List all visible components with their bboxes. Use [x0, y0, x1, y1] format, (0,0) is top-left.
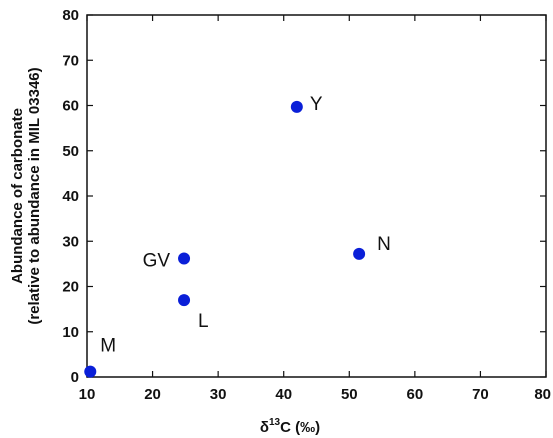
- y-tick-label: 30: [62, 233, 79, 250]
- x-axis-title: δ13C (‰): [260, 417, 320, 436]
- x-axis-title-sup: 13: [269, 417, 281, 428]
- x-tick-label: 50: [341, 386, 358, 403]
- data-point-n: [353, 247, 366, 260]
- x-axis-ticks: 10 20 30 40 50 60 70 80: [79, 15, 551, 403]
- data-point-y: [290, 100, 303, 113]
- x-tick-label: 30: [210, 386, 227, 403]
- x-tick-label: 80: [534, 386, 551, 403]
- y-tick-label: 80: [62, 7, 79, 24]
- x-axis-title-suffix: C (‰): [280, 419, 320, 436]
- x-tick-label: 60: [407, 386, 424, 403]
- y-tick-label: 10: [62, 324, 79, 341]
- x-axis-title-prefix: δ: [260, 419, 269, 436]
- data-points: M GV L Y N: [84, 94, 391, 378]
- y-tick-label: 50: [62, 143, 79, 160]
- data-point-l: [178, 294, 191, 307]
- y-axis-title-line1: Abundance of carbonate: [9, 108, 26, 284]
- point-label-m: M: [100, 336, 116, 357]
- point-label-n: N: [377, 234, 391, 255]
- y-tick-label: 60: [62, 98, 79, 115]
- x-tick-label: 10: [79, 386, 96, 403]
- x-tick-label: 20: [144, 386, 161, 403]
- point-label-y: Y: [310, 94, 323, 115]
- y-axis-title-line2: (relative to abundance in MIL 03346): [26, 67, 43, 324]
- y-tick-label: 0: [71, 369, 79, 386]
- plot-frame: [86, 14, 547, 378]
- x-tick-label: 40: [275, 386, 292, 403]
- y-tick-label: 20: [62, 279, 79, 296]
- point-label-gv: GV: [143, 250, 171, 271]
- y-tick-label: 40: [62, 188, 79, 205]
- point-label-l: L: [198, 311, 209, 332]
- y-axis-ticks: 0 10 20 30 40 50 60 70 80: [62, 7, 546, 386]
- x-tick-label: 70: [472, 386, 489, 403]
- y-tick-label: 70: [62, 52, 79, 69]
- data-point-gv: [178, 252, 191, 265]
- data-point-m: [84, 365, 97, 378]
